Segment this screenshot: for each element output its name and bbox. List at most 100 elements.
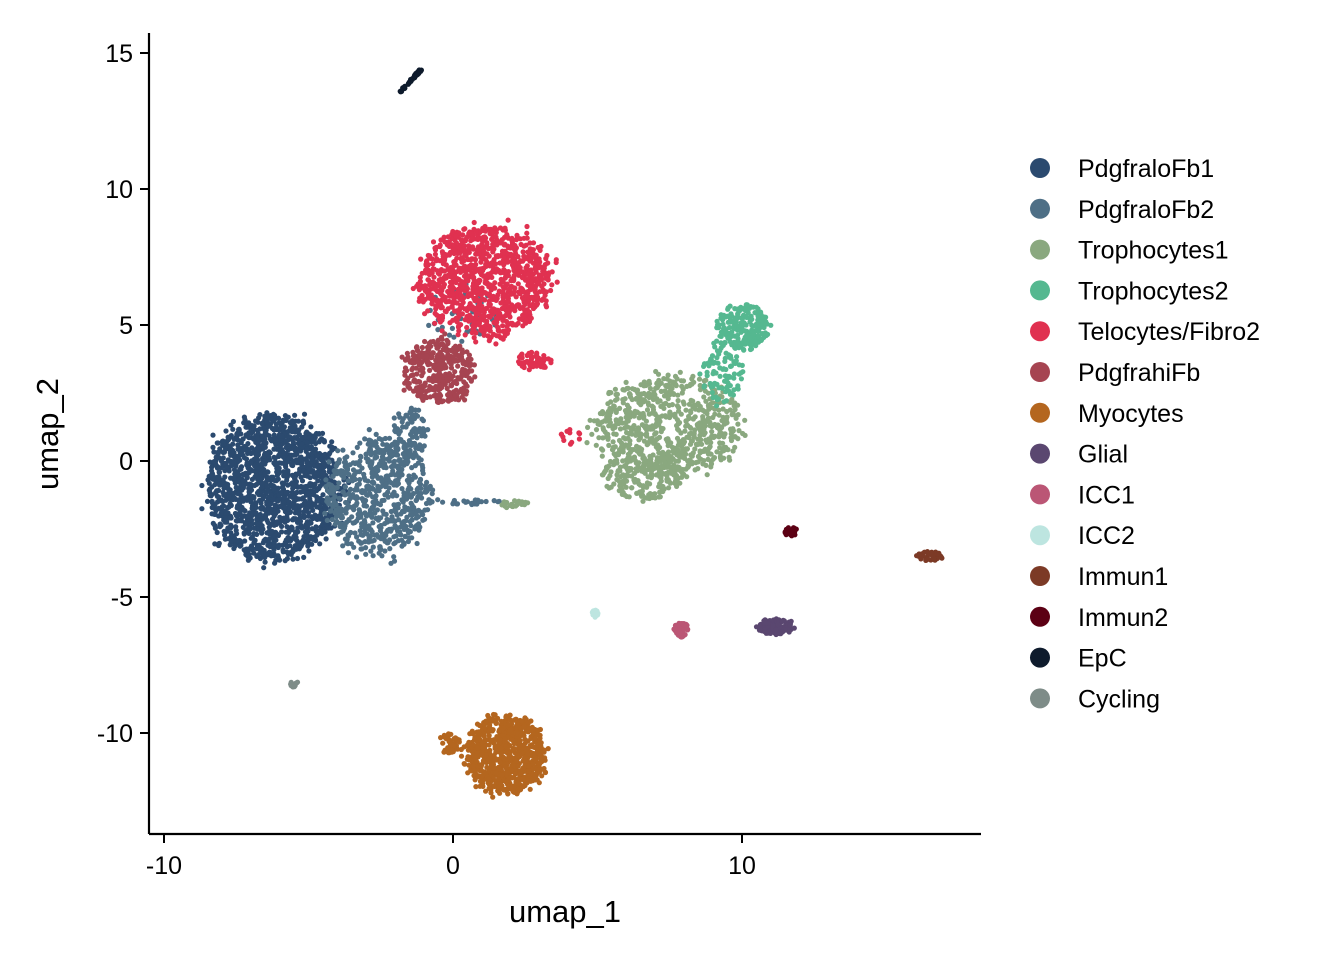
data-point — [447, 249, 454, 255]
data-point — [269, 516, 276, 522]
data-point — [450, 291, 456, 297]
data-point — [285, 482, 291, 488]
data-point — [220, 489, 226, 495]
data-point — [420, 470, 426, 477]
data-point — [476, 499, 482, 505]
data-point — [667, 387, 674, 394]
data-point — [418, 509, 424, 515]
data-point — [712, 344, 718, 350]
data-point — [576, 430, 582, 436]
data-point — [676, 438, 682, 444]
data-point — [430, 239, 437, 245]
data-point — [471, 362, 477, 368]
data-point — [401, 387, 407, 393]
data-point — [358, 453, 364, 459]
data-point — [317, 541, 323, 547]
data-point — [710, 371, 716, 377]
data-point — [238, 438, 244, 444]
data-point — [515, 320, 521, 326]
data-point — [285, 535, 292, 541]
data-point — [500, 250, 506, 256]
data-point — [383, 442, 389, 448]
data-point — [726, 352, 732, 358]
data-point — [434, 354, 440, 360]
data-point — [329, 439, 335, 445]
data-point — [373, 497, 379, 503]
data-point — [412, 426, 418, 432]
data-point — [237, 543, 243, 549]
data-point — [366, 427, 372, 433]
data-point — [425, 359, 431, 365]
data-point — [273, 425, 279, 431]
data-point — [480, 253, 486, 259]
data-point — [500, 288, 506, 294]
data-point — [435, 327, 441, 333]
data-point — [434, 345, 440, 351]
data-point — [209, 504, 215, 511]
data-point — [543, 302, 549, 308]
data-point — [762, 330, 768, 336]
data-point — [614, 396, 620, 402]
data-point — [414, 344, 420, 350]
data-point — [523, 318, 529, 324]
data-point — [460, 366, 466, 372]
data-point — [464, 275, 470, 281]
data-point — [363, 545, 369, 551]
data-point — [609, 447, 616, 453]
data-point — [354, 487, 360, 493]
data-point — [641, 438, 648, 444]
data-point — [442, 268, 448, 274]
data-point — [277, 503, 283, 509]
data-point — [656, 422, 662, 428]
data-point — [378, 484, 384, 490]
data-point — [497, 328, 503, 334]
data-point — [687, 457, 693, 463]
data-point — [388, 528, 394, 534]
data-point — [226, 494, 232, 500]
data-point — [647, 437, 653, 443]
data-point — [622, 492, 628, 498]
data-point — [636, 415, 642, 421]
data-point — [626, 391, 633, 397]
data-point — [620, 400, 626, 406]
data-point — [226, 504, 232, 510]
data-point — [301, 554, 307, 561]
data-point — [308, 424, 314, 430]
data-point — [257, 426, 263, 432]
data-point — [408, 523, 414, 529]
data-point — [521, 297, 527, 303]
data-point — [299, 488, 306, 495]
data-point — [719, 330, 726, 337]
data-point — [368, 527, 374, 533]
data-point — [731, 387, 737, 393]
data-point — [522, 301, 528, 307]
data-point — [320, 471, 326, 477]
data-point — [511, 257, 517, 263]
data-point — [631, 413, 637, 419]
data-point — [755, 313, 761, 319]
data-point — [686, 435, 692, 441]
data-point — [382, 548, 388, 554]
data-point — [410, 353, 417, 359]
data-point — [372, 455, 378, 461]
data-point — [438, 276, 444, 282]
data-point — [725, 447, 731, 453]
data-point — [257, 511, 263, 518]
data-point — [320, 498, 326, 505]
series-pdgfrahifb — [399, 331, 478, 405]
data-point — [624, 385, 630, 391]
data-point — [717, 348, 723, 354]
data-point — [280, 547, 286, 553]
data-point — [686, 413, 692, 420]
data-point — [251, 531, 257, 537]
data-point — [331, 499, 337, 505]
data-point — [369, 470, 375, 477]
data-point — [367, 463, 373, 469]
data-point — [414, 413, 421, 419]
data-point — [437, 391, 443, 397]
data-point — [714, 403, 720, 409]
data-point — [382, 435, 388, 442]
data-point — [235, 471, 241, 477]
data-point — [291, 546, 297, 552]
data-point — [630, 447, 636, 453]
